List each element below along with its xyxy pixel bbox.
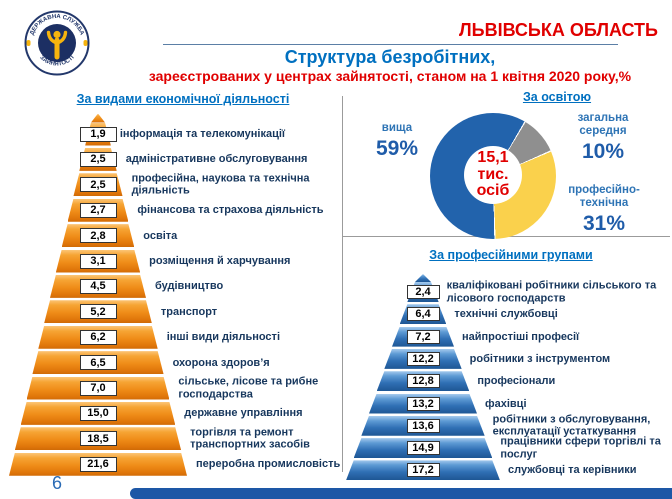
- value-box: 17,2: [406, 463, 440, 478]
- value-box: 15,0: [79, 405, 117, 421]
- value-box: 7,2: [406, 329, 440, 344]
- page-subtitle: зареєстрованих у центрах зайнятості, ста…: [148, 68, 632, 84]
- value-box: 2,8: [79, 228, 117, 244]
- donut-center-unit1: тис.: [477, 165, 509, 183]
- value-box: 7,0: [79, 380, 117, 396]
- bar-label: службовці та керівники: [508, 464, 637, 477]
- value-box: 12,2: [406, 351, 440, 366]
- bar-label: освіта: [143, 229, 178, 242]
- pie-label-vocational: професійно-технічна 31%: [556, 184, 652, 235]
- pie-slice-pct: 10%: [581, 140, 625, 163]
- bar-label: охорона здоров’я: [172, 356, 270, 369]
- pie-slice-pct: 59%: [375, 137, 419, 160]
- value-box: 21,6: [79, 456, 117, 472]
- bar-label: розміщення й харчування: [149, 254, 291, 267]
- pie-slice-pct: 31%: [582, 212, 626, 235]
- title-block: Структура безробітних, зареєстрованих у …: [120, 47, 660, 84]
- value-box: 6,5: [79, 355, 117, 371]
- pie-label-secondary: загальна середня 10%: [557, 112, 649, 163]
- logo-left-tick: [26, 40, 31, 46]
- value-box: 6,2: [79, 329, 117, 345]
- value-box: 13,2: [406, 396, 440, 411]
- logo-right-tick: [83, 40, 88, 46]
- bar-label: переробна промисловість: [196, 457, 341, 470]
- section-header-economic: За видами економічної діяльності: [76, 92, 290, 106]
- value-box: 2,7: [79, 202, 117, 218]
- value-box: 5,2: [79, 304, 117, 320]
- bar-label: фінансова та страхова діяльність: [137, 203, 324, 216]
- section-header-education: За освітою: [522, 90, 592, 104]
- bar-label: адміністративне обслуговування: [125, 153, 308, 166]
- section-header-professional: За професійними групами: [429, 248, 593, 262]
- value-box: 2,4: [406, 285, 440, 299]
- header-divider: [163, 44, 618, 45]
- person-icon: [46, 30, 68, 60]
- page-number: 6: [52, 473, 63, 493]
- donut-center-unit2: осіб: [476, 182, 510, 200]
- pyramid-apex: [415, 274, 431, 282]
- bar-label: професіонали: [477, 374, 556, 387]
- bar-label: транспорт: [160, 305, 218, 318]
- bar-label: інформація та телекомунікації: [119, 127, 286, 140]
- value-box: 1,9: [79, 126, 117, 142]
- donut-center-label: 15,1 тис. осіб: [464, 146, 522, 204]
- value-box: 14,9: [406, 441, 440, 456]
- value-box: 18,5: [79, 431, 117, 447]
- bar-label: будівництво: [155, 280, 224, 293]
- bar-label: державне управління: [184, 407, 303, 420]
- bar-label: професійна, наукова та технічна діяльніс…: [131, 172, 310, 197]
- footer-accent-bar: [130, 488, 672, 499]
- value-box: 12,8: [406, 374, 440, 389]
- donut-center-value: 15,1: [477, 149, 509, 167]
- pie-slice-name: вища: [381, 122, 413, 134]
- page-title: Структура безробітних,: [284, 47, 496, 67]
- bar-label: сільське, лісове та рибне господарства: [178, 375, 319, 401]
- bar-label: фахівці: [485, 397, 527, 410]
- value-box: 3,1: [79, 253, 117, 269]
- pie-slice-name: загальна середня: [577, 112, 629, 137]
- value-box: 2,5: [79, 151, 117, 167]
- value-box: 2,5: [79, 177, 117, 193]
- pie-label-higher: вища 59%: [352, 122, 442, 160]
- bar-label: технічні службовці: [454, 308, 558, 321]
- bar-label: найпростіші професії: [462, 330, 580, 343]
- bar-label: кваліфіковані робітники сільського та лі…: [446, 279, 657, 305]
- value-box: 4,5: [79, 278, 117, 294]
- bar-label: інші види діяльності: [166, 330, 280, 343]
- value-box: 13,6: [406, 418, 440, 433]
- bar-label: працівники сфери торгівлі та послуг: [500, 435, 661, 461]
- pie-slice-name: професійно-технічна: [568, 184, 640, 209]
- bar-label: торгівля та ремонт транспортних засобів: [190, 426, 310, 451]
- value-box: 6,4: [406, 307, 440, 322]
- bar-label: робітники з обслуговування, експлуатації…: [492, 413, 651, 438]
- pyramid-apex: [91, 113, 105, 123]
- bar-label: робітники з інструментом: [469, 352, 611, 365]
- region-title: ЛЬВІВСЬКА ОБЛАСТЬ: [459, 20, 658, 40]
- agency-logo: ДЕРЖАВНА СЛУЖБА ЗАЙНЯТОСТІ: [24, 10, 90, 76]
- divider-vertical: [342, 96, 343, 472]
